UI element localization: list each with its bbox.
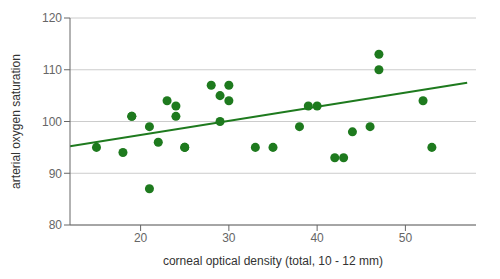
svg-text:50: 50 bbox=[399, 231, 413, 245]
svg-text:20: 20 bbox=[134, 231, 148, 245]
svg-text:120: 120 bbox=[42, 11, 62, 25]
svg-text:80: 80 bbox=[49, 218, 63, 232]
svg-text:40: 40 bbox=[310, 231, 324, 245]
svg-text:30: 30 bbox=[222, 231, 236, 245]
svg-text:90: 90 bbox=[49, 167, 63, 181]
svg-text:100: 100 bbox=[42, 115, 62, 129]
svg-text:110: 110 bbox=[43, 63, 62, 77]
svg-text:corneal optical density (total: corneal optical density (total, 10 - 12 … bbox=[163, 254, 383, 268]
svg-text:arterial oxygen saturation: arterial oxygen saturation bbox=[9, 54, 23, 189]
